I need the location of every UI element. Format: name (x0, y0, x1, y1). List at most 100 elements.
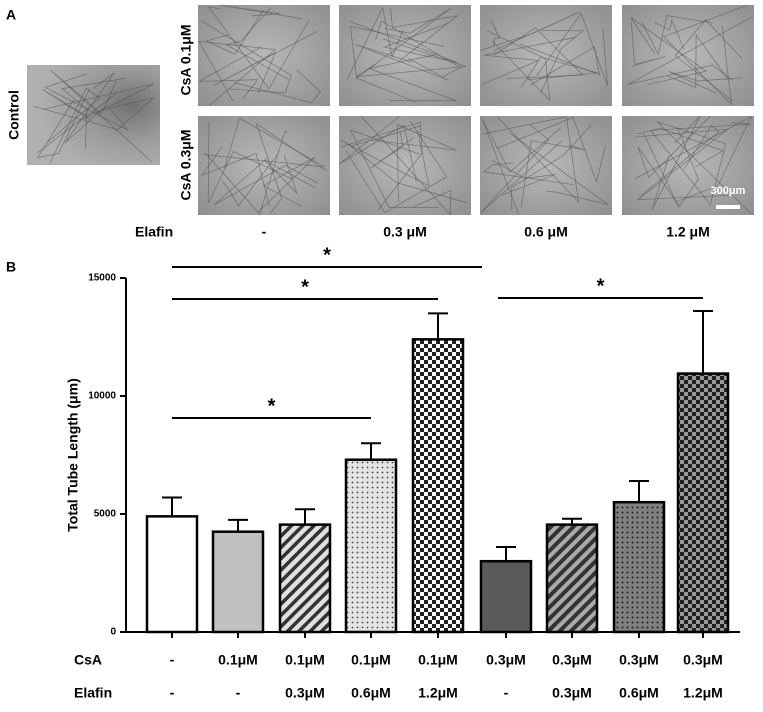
tube (653, 18, 685, 50)
tube (214, 31, 317, 94)
tube (639, 124, 720, 198)
scale-bar-label: 300μm (711, 185, 746, 197)
x-tick-label: 1.2μM (683, 685, 723, 701)
x-tick-label: 0.3μM (552, 685, 592, 701)
tube (637, 116, 711, 206)
tube (630, 21, 666, 67)
y-tick-label: 10000 (88, 391, 116, 402)
micrograph (339, 5, 471, 106)
x-tick-label: - (170, 652, 175, 668)
tube (668, 71, 742, 94)
tube (33, 97, 155, 131)
tube (371, 123, 457, 202)
x-tick-label: 0.3μM (619, 652, 659, 668)
panel-label: B (6, 259, 16, 275)
bar (211, 530, 265, 634)
tube (47, 87, 101, 164)
tube (349, 25, 446, 103)
row-label: CsA 0.1μM (178, 24, 194, 95)
tube (634, 115, 753, 203)
elafin-column: 1.2 μM (666, 224, 710, 240)
tube (536, 12, 608, 86)
tube (490, 19, 501, 47)
x-tick-label: 0.3μM (486, 652, 526, 668)
tube (643, 127, 699, 208)
scale-bar (716, 205, 740, 209)
bar (344, 458, 398, 634)
bar (411, 338, 465, 634)
significance-star: * (323, 244, 331, 266)
tube (213, 157, 318, 206)
tube (264, 154, 315, 194)
tube (511, 125, 592, 210)
bar (278, 523, 332, 634)
significance-star: * (597, 275, 605, 297)
tube (198, 46, 262, 100)
x-tick-label: 0.1μM (285, 652, 325, 668)
significance-star: * (301, 276, 309, 298)
tube (350, 21, 458, 63)
tube (630, 17, 708, 86)
tube (520, 140, 586, 208)
y-axis-label: Total Tube Length (μm) (65, 378, 81, 531)
tube (482, 116, 580, 204)
tube (201, 20, 292, 94)
tube (627, 16, 754, 85)
tube (481, 118, 561, 216)
tube (367, 54, 457, 102)
tube (482, 162, 574, 186)
control-label: Control (6, 90, 22, 140)
x-tick-label: - (170, 685, 175, 701)
y-tick-label: 0 (110, 627, 116, 638)
tube (356, 38, 467, 78)
elafin-column: 0.3 μM (383, 224, 427, 240)
x-tick-label: 0.3μM (683, 652, 723, 668)
tube (479, 11, 581, 52)
micrograph (198, 5, 330, 106)
bar (676, 372, 730, 634)
tube (649, 122, 751, 203)
panel-label: A (6, 7, 16, 23)
tube (340, 130, 430, 187)
tube (205, 10, 264, 55)
bar (612, 500, 666, 634)
tube (482, 36, 576, 85)
x-row-label: Elafin (74, 685, 112, 701)
x-tick-label: 0.1μM (218, 652, 258, 668)
x-tick-label: 0.6μM (351, 685, 391, 701)
tube (36, 88, 90, 159)
tube (355, 44, 449, 81)
micrograph (480, 5, 612, 106)
tube (61, 77, 126, 149)
x-tick-label: 1.2μM (418, 685, 458, 701)
y-tick-label: 15000 (88, 273, 116, 284)
elafin-column: 0.6 μM (524, 224, 568, 240)
tube (64, 72, 115, 144)
bar (479, 559, 533, 634)
x-tick-label: 0.6μM (619, 685, 659, 701)
x-tick-label: 0.3μM (552, 652, 592, 668)
tube (42, 83, 155, 121)
tube (651, 116, 701, 210)
tube (662, 4, 748, 106)
tube (338, 116, 417, 182)
x-row-label: CsA (74, 652, 102, 668)
micrograph (622, 5, 754, 106)
tube (233, 69, 321, 104)
tube (634, 128, 729, 201)
tube (221, 154, 278, 207)
tube (255, 122, 327, 215)
tube (540, 29, 585, 93)
y-tick-label: 5000 (94, 509, 117, 520)
tube (370, 131, 415, 169)
micrograph (339, 116, 471, 215)
tube (674, 19, 743, 102)
x-tick-label: 0.1μM (351, 652, 391, 668)
tube (360, 116, 452, 216)
micrographs (27, 4, 754, 216)
elafin-column: - (262, 224, 267, 240)
tube (519, 43, 601, 86)
tube (390, 8, 459, 62)
significance-star: * (268, 395, 276, 417)
